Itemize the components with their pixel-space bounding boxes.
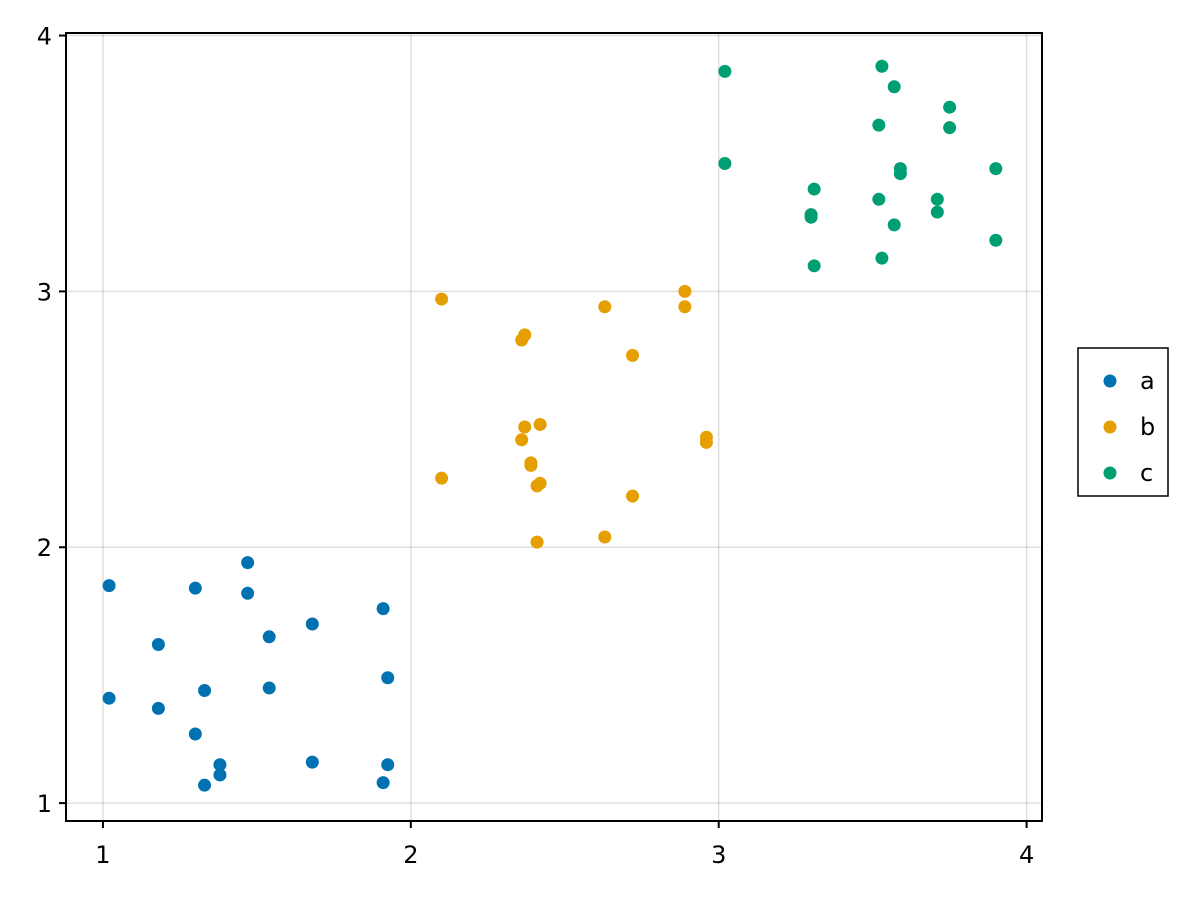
x-tick-label: 2 [403, 841, 418, 869]
data-point-a [102, 579, 116, 593]
y-tick-label: 4 [37, 23, 52, 51]
data-point-a [305, 617, 319, 631]
series-a [102, 556, 395, 792]
data-point-b [518, 328, 532, 342]
data-point-a [213, 768, 227, 782]
data-point-c [989, 233, 1003, 247]
x-tick-label: 4 [1019, 841, 1034, 869]
data-point-c [807, 182, 821, 196]
data-point-a [262, 681, 276, 695]
data-point-b [678, 300, 692, 314]
data-point-c [943, 121, 957, 135]
data-point-b [435, 471, 449, 485]
series-c [718, 59, 1003, 273]
x-tick-label: 3 [711, 841, 726, 869]
data-point-b [678, 284, 692, 298]
data-point-a [305, 755, 319, 769]
legend-item-a: a [1103, 367, 1155, 395]
y-tick-label: 3 [37, 278, 52, 306]
data-point-a [198, 684, 212, 698]
data-point-c [887, 218, 901, 232]
data-point-a [241, 556, 255, 570]
data-point-b [626, 348, 640, 362]
data-point-c [804, 210, 818, 224]
data-point-c [930, 205, 944, 219]
legend: abc [1077, 347, 1169, 497]
data-point-b [518, 420, 532, 434]
y-axis: 1 2 3 4 [37, 23, 66, 818]
y-tick-label: 1 [37, 790, 52, 818]
data-point-c [718, 156, 732, 170]
data-point-b [515, 433, 529, 447]
legend-item-b: b [1103, 413, 1155, 441]
data-point-a [102, 691, 116, 705]
data-point-c [893, 167, 907, 181]
plot-frame [65, 32, 1043, 822]
data-point-b [533, 476, 547, 490]
legend-marker [1103, 466, 1117, 480]
data-points [102, 59, 1003, 792]
data-point-a [381, 671, 395, 685]
data-point-a [151, 637, 165, 651]
legend-label: a [1140, 367, 1155, 395]
data-point-a [188, 727, 202, 741]
legend-marker [1103, 420, 1117, 434]
data-point-c [875, 251, 889, 265]
data-point-a [376, 776, 390, 790]
x-axis: 1 2 3 4 [95, 821, 1034, 869]
data-point-b [598, 530, 612, 544]
data-point-c [887, 80, 901, 94]
data-point-c [989, 162, 1003, 176]
data-point-a [188, 581, 202, 595]
data-point-c [872, 192, 886, 206]
legend-box [1077, 347, 1169, 497]
legend-marker [1103, 374, 1117, 388]
data-point-a [381, 758, 395, 772]
data-point-c [943, 100, 957, 114]
data-point-c [875, 59, 889, 73]
series-b [435, 284, 713, 549]
data-point-a [151, 701, 165, 715]
data-point-c [872, 118, 886, 132]
data-point-a [198, 778, 212, 792]
legend-item-c: c [1103, 459, 1153, 487]
data-point-b [524, 458, 538, 472]
data-point-c [930, 192, 944, 206]
y-tick-label: 2 [37, 534, 52, 562]
data-point-a [262, 630, 276, 644]
grid-lines [66, 33, 1042, 821]
data-point-c [718, 64, 732, 78]
data-point-c [807, 259, 821, 273]
data-point-b [530, 535, 544, 549]
data-point-b [435, 292, 449, 306]
legend-label: b [1140, 413, 1155, 441]
x-tick-label: 1 [95, 841, 110, 869]
data-point-b [533, 417, 547, 431]
data-point-b [699, 435, 713, 449]
data-point-b [626, 489, 640, 503]
data-point-a [213, 758, 227, 772]
data-point-a [241, 586, 255, 600]
data-point-b [598, 300, 612, 314]
data-point-a [376, 602, 390, 616]
legend-label: c [1140, 459, 1153, 487]
